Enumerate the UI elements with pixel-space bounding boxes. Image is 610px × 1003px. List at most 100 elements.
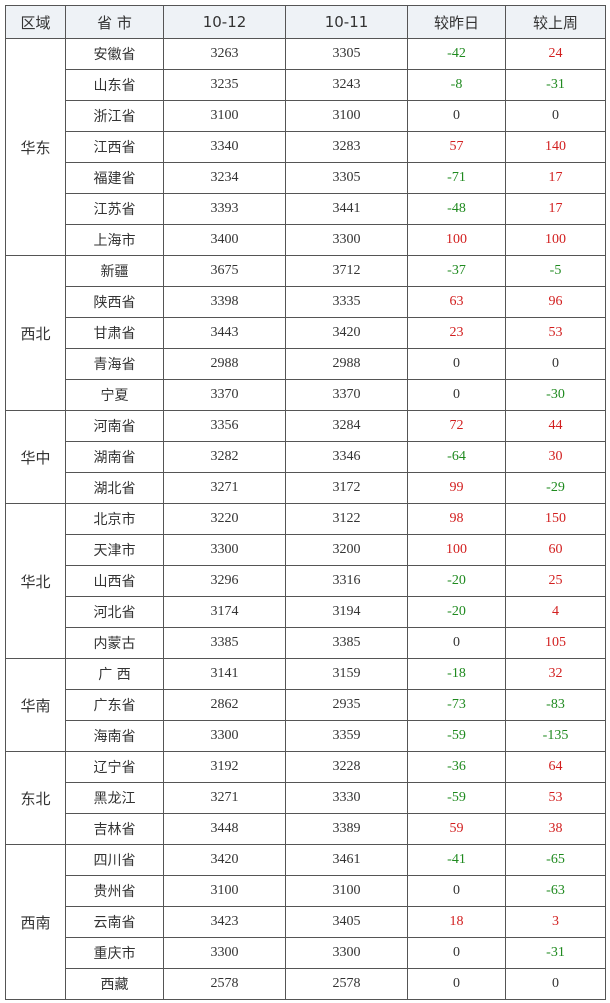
change-week-cell: -31 xyxy=(505,937,606,969)
change-week-cell: -135 xyxy=(505,720,606,752)
price-previous-cell: 3200 xyxy=(285,534,408,566)
price-previous-cell: 3370 xyxy=(285,379,408,411)
table-row: 华南广 西 3141 3159 -18 32 xyxy=(5,658,606,752)
price-current-cell: 3271 xyxy=(163,472,286,504)
province-cell: 广东省 xyxy=(65,689,164,721)
price-previous-cell: 2578 xyxy=(285,968,408,1000)
price-current-cell: 3271 xyxy=(163,782,286,814)
change-week-cell: 53 xyxy=(505,317,606,349)
change-week-cell: 140 xyxy=(505,131,606,163)
change-day-cell: 0 xyxy=(407,937,506,969)
price-previous-cell: 3300 xyxy=(285,937,408,969)
header-region: 区域 xyxy=(5,5,66,39)
change-day-cell: 0 xyxy=(407,379,506,411)
region-cell: 东北 xyxy=(5,751,66,845)
province-cell: 甘肃省 xyxy=(65,317,164,349)
province-cell: 浙江省 xyxy=(65,100,164,132)
change-week-cell: 0 xyxy=(505,348,606,380)
change-day-cell: 98 xyxy=(407,503,506,535)
change-day-cell: -73 xyxy=(407,689,506,721)
change-week-cell: -65 xyxy=(505,844,606,876)
table-row: 内蒙古 3385 3385 0 105 xyxy=(6,627,606,659)
table-row: 湖南省 3282 3346 -64 30 xyxy=(6,441,606,473)
price-current-cell: 3370 xyxy=(163,379,286,411)
table-row: 西藏 2578 2578 0 0 xyxy=(6,968,606,1000)
change-week-cell: -63 xyxy=(505,875,606,907)
change-day-cell: 100 xyxy=(407,224,506,256)
province-cell: 贵州省 xyxy=(65,875,164,907)
province-cell: 黑龙江 xyxy=(65,782,164,814)
header-vs-yesterday: 较昨日 xyxy=(407,5,506,39)
change-week-cell: 64 xyxy=(505,751,606,783)
price-current-cell: 3296 xyxy=(163,565,286,597)
change-day-cell: -20 xyxy=(407,596,506,628)
price-previous-cell: 3122 xyxy=(285,503,408,535)
change-day-cell: 0 xyxy=(407,968,506,1000)
table-row: 云南省 3423 3405 18 3 xyxy=(6,906,606,938)
province-cell: 重庆市 xyxy=(65,937,164,969)
price-previous-cell: 3316 xyxy=(285,565,408,597)
table-row: 华北 北京市 3220 3122 98 150 xyxy=(5,503,606,659)
province-cell: 宁夏 xyxy=(65,379,164,411)
price-previous-cell: 3284 xyxy=(285,410,408,442)
table-row: 海南省 3300 3359 -59 -135 xyxy=(6,720,606,752)
price-current-cell: 3300 xyxy=(163,937,286,969)
province-cell: 青海省 xyxy=(65,348,164,380)
table-row: 天津市 3300 3200 100 60 xyxy=(6,534,606,566)
table-row: 西北 新疆 3675 3712 -37 -5 xyxy=(5,255,606,411)
price-previous-cell: 3159 xyxy=(285,658,408,690)
change-week-cell: 44 xyxy=(505,410,606,442)
table-row: 山东省 3235 3243 -8 -31 xyxy=(6,69,606,101)
price-previous-cell: 3420 xyxy=(285,317,408,349)
region-cell: 华东 xyxy=(5,38,66,256)
table-row: 河北省 3174 3194 -20 4 xyxy=(6,596,606,628)
price-current-cell: 3300 xyxy=(163,534,286,566)
price-current-cell: 3263 xyxy=(163,38,286,70)
price-current-cell: 3356 xyxy=(163,410,286,442)
price-current-cell: 3174 xyxy=(163,596,286,628)
change-day-cell: 0 xyxy=(407,875,506,907)
price-previous-cell: 3194 xyxy=(285,596,408,628)
price-current-cell: 3100 xyxy=(163,875,286,907)
price-previous-cell: 3283 xyxy=(285,131,408,163)
price-previous-cell: 3405 xyxy=(285,906,408,938)
region-cell: 华中 xyxy=(5,410,66,504)
province-cell: 云南省 xyxy=(65,906,164,938)
header-province: 省 市 xyxy=(65,5,164,39)
province-cell: 四川省 xyxy=(65,844,164,876)
change-day-cell: -64 xyxy=(407,441,506,473)
table-row: 青海省 2988 2988 0 0 xyxy=(6,348,606,380)
change-day-cell: -59 xyxy=(407,782,506,814)
province-cell: 河北省 xyxy=(65,596,164,628)
table-row: 浙江省 3100 3100 0 0 xyxy=(6,100,606,132)
table-row: 湖北省 3271 3172 99 -29 xyxy=(6,472,606,504)
price-previous-cell: 2988 xyxy=(285,348,408,380)
change-week-cell: -5 xyxy=(505,255,606,287)
province-cell: 天津市 xyxy=(65,534,164,566)
price-current-cell: 3443 xyxy=(163,317,286,349)
table-row: 华中 河南省 3356 3284 72 44 xyxy=(5,410,606,504)
change-day-cell: 59 xyxy=(407,813,506,845)
price-current-cell: 3448 xyxy=(163,813,286,845)
price-previous-cell: 3305 xyxy=(285,162,408,194)
province-cell: 广 西 xyxy=(65,658,164,690)
table-row: 江西省 3340 3283 57 140 xyxy=(6,131,606,163)
change-day-cell: -42 xyxy=(407,38,506,70)
change-week-cell: 0 xyxy=(505,100,606,132)
table-row: 东北 辽宁省 3192 3228 -36 64 xyxy=(5,751,606,845)
province-cell: 山东省 xyxy=(65,69,164,101)
province-cell: 江苏省 xyxy=(65,193,164,225)
province-cell: 河南省 xyxy=(65,410,164,442)
price-previous-cell: 3441 xyxy=(285,193,408,225)
table-row: 山西省 3296 3316 -20 25 xyxy=(6,565,606,597)
price-current-cell: 3282 xyxy=(163,441,286,473)
price-current-cell: 3141 xyxy=(163,658,286,690)
change-day-cell: 0 xyxy=(407,348,506,380)
change-day-cell: -8 xyxy=(407,69,506,101)
change-week-cell: 17 xyxy=(505,162,606,194)
province-cell: 新疆 xyxy=(65,255,164,287)
change-week-cell: 4 xyxy=(505,596,606,628)
change-week-cell: 25 xyxy=(505,565,606,597)
change-week-cell: -31 xyxy=(505,69,606,101)
change-day-cell: 72 xyxy=(407,410,506,442)
